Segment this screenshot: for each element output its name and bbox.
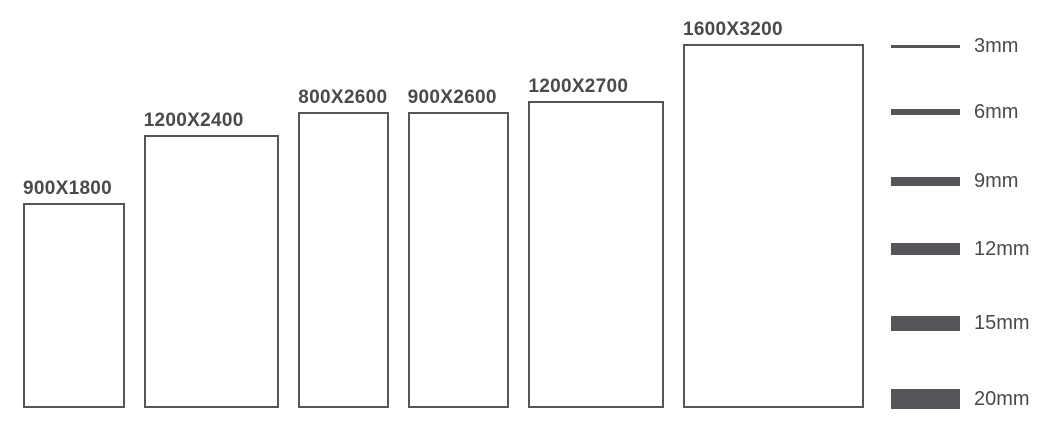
panel-row: 900X1800 1200X2400 800X2600 900X2600 1200X27… — [23, 20, 864, 408]
panel-size-label: 900X1800 — [23, 178, 113, 200]
panel-rectangle — [23, 203, 125, 408]
panel-item: 900X2600 — [407, 87, 510, 408]
thickness-label: 12mm — [974, 238, 1030, 260]
panel-rectangle — [407, 112, 510, 408]
thickness-bar — [891, 243, 960, 255]
thickness-bar — [891, 109, 960, 115]
panel-size-label: 800X2600 — [298, 87, 388, 109]
panel-rectangle — [143, 135, 280, 408]
thickness-bar — [891, 176, 960, 186]
thickness-bar — [891, 389, 960, 409]
panel-rectangle — [298, 112, 389, 408]
thickness-label: 15mm — [974, 312, 1030, 334]
legend-row: 15mm — [891, 313, 1059, 333]
panel-size-label: 1600X3200 — [682, 19, 783, 41]
legend-row: 9mm — [891, 171, 1059, 191]
legend-row: 6mm — [891, 102, 1059, 122]
panel-item: 800X2600 — [298, 87, 389, 408]
panel-size-label: 1200X2700 — [528, 76, 629, 97]
panel-size-label: 1200X2400 — [143, 110, 244, 132]
panel-rectangle — [528, 101, 664, 408]
panel-rectangle — [682, 44, 864, 408]
panel-item: 1200X2700 — [528, 77, 664, 408]
legend-row: 20mm — [891, 389, 1059, 409]
thickness-label: 20mm — [974, 388, 1030, 410]
legend-row: 12mm — [891, 239, 1059, 259]
panel-item: 1600X3200 — [682, 19, 864, 408]
thickness-label: 9mm — [974, 170, 1019, 192]
thickness-bar — [891, 44, 960, 48]
panel-size-label: 900X2600 — [407, 87, 497, 109]
panel-item: 900X1800 — [23, 179, 125, 408]
thickness-legend: 3mm 6mm 9mm 12mm 15mm 20mm — [891, 0, 1059, 441]
thickness-label: 6mm — [974, 101, 1019, 123]
thickness-label: 3mm — [974, 35, 1019, 57]
legend-row: 3mm — [891, 36, 1059, 56]
panel-item: 1200X2400 — [143, 110, 280, 408]
thickness-bar — [891, 315, 960, 331]
